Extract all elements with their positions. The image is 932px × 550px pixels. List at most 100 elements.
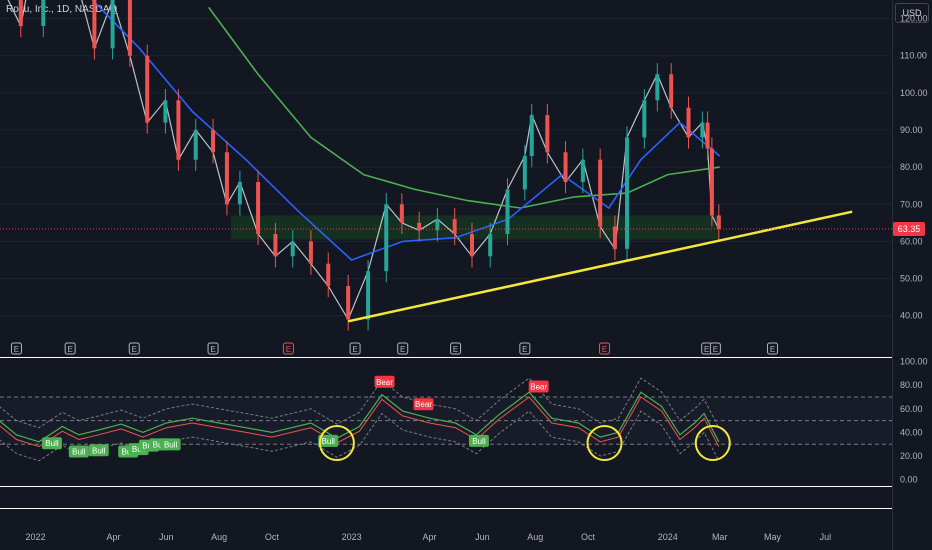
bull-signal-badge	[41, 437, 62, 450]
time-tick-label: Apr	[423, 532, 437, 542]
last-price-label: 63.35	[898, 224, 921, 234]
time-tick-label: Jul	[820, 532, 832, 542]
signal-badge-label: Bull	[164, 440, 178, 449]
candle-body	[399, 204, 404, 223]
bull-signal-badge	[318, 434, 339, 447]
highlight-circle	[318, 425, 355, 462]
candle-body	[435, 219, 440, 231]
candle-body	[41, 0, 46, 26]
price-axis: 40.00 50.00 60.00 70.00 80.00 90.00 100.00 110.…	[900, 14, 928, 485]
signal-badge-label: Bull	[122, 447, 136, 456]
price-tick-label: 100.00	[900, 88, 928, 98]
trendline	[347, 210, 853, 323]
earnings-marker	[397, 342, 409, 355]
osc-band	[0, 396, 892, 445]
oscillator-line	[0, 391, 720, 443]
earnings-marker	[599, 342, 611, 355]
price-tick-label: 40.00	[900, 311, 923, 321]
earnings-marker	[450, 342, 462, 355]
time-tick-label: 2023	[342, 532, 362, 542]
osc-tick-label: 100.00	[900, 357, 928, 367]
candle-body	[529, 115, 534, 156]
signal-badge-label: Bear	[376, 378, 393, 387]
candle-body	[256, 182, 261, 234]
sma50-line	[91, 0, 721, 261]
price-line	[7, 0, 720, 321]
last-price-tag: 63.35	[0, 221, 925, 236]
bull-signal-badge	[88, 444, 109, 457]
time-axis: 2022 Apr Jun Aug Oct 2023 Apr Jun Aug Oct 2024 Mar M…	[25, 532, 831, 542]
candle-body	[452, 219, 457, 234]
earnings-marker-label: E	[286, 345, 291, 354]
candle-body	[686, 107, 691, 138]
time-tick-label: Aug	[527, 532, 543, 542]
candle-body	[326, 263, 331, 286]
earnings-marker	[709, 342, 721, 355]
time-tick-label: Mar	[712, 532, 728, 542]
candle-body	[273, 234, 278, 257]
candle-body	[193, 130, 198, 160]
osc-tick-label: 20.00	[900, 451, 923, 461]
candle-body	[700, 122, 705, 138]
earnings-marker-label: E	[14, 345, 19, 354]
support-zone-rect	[231, 215, 719, 240]
candle-body	[145, 55, 150, 123]
osc-tick-label: 80.00	[900, 380, 923, 390]
signal-badge-label: Bull	[92, 446, 106, 455]
candle-body	[488, 234, 493, 257]
time-tick-label: Oct	[581, 532, 596, 542]
pane-separator	[0, 357, 892, 358]
signal-badge-label: Bear	[530, 383, 547, 392]
candle-body	[127, 0, 132, 56]
candle-body	[705, 122, 710, 149]
candle-body	[417, 222, 422, 231]
earnings-marker-label: E	[770, 345, 775, 354]
earnings-marker-label: E	[602, 345, 607, 354]
candle-body	[598, 159, 603, 227]
earnings-marker	[64, 342, 76, 355]
signal-badge-label: Bear	[415, 400, 432, 409]
signal-badge-label: Bull	[45, 439, 59, 448]
earnings-marker	[128, 342, 140, 355]
currency-button[interactable]: USD	[895, 3, 929, 23]
osc-tick-label: 0.00	[900, 475, 918, 485]
bull-signal-badge	[68, 445, 89, 458]
pane-separator	[0, 486, 892, 487]
time-tick-label: 2024	[658, 532, 678, 542]
earnings-marker-label: E	[67, 345, 72, 354]
candle-body	[110, 0, 115, 49]
earnings-marker-label: E	[400, 345, 405, 354]
time-tick-label: Jun	[159, 532, 174, 542]
candle-body	[384, 204, 389, 272]
trendline-line	[347, 210, 853, 323]
sma200-line	[208, 6, 720, 209]
signal-badge-label: Bull	[322, 437, 336, 446]
chart-title: Roku, Inc., 1D, NASDAQ	[6, 4, 118, 15]
candle-body	[18, 0, 23, 27]
candle-body	[163, 100, 168, 123]
signal-badge-label: Bull	[132, 445, 146, 454]
bull-signal-badge	[160, 438, 181, 451]
price-tick-label: 60.00	[900, 236, 923, 246]
time-tick-label: 2022	[25, 532, 45, 542]
price-tick-label: 110.00	[900, 51, 927, 61]
earnings-marker-label: E	[453, 345, 458, 354]
candle-body	[563, 152, 568, 182]
earnings-marker-label: E	[210, 345, 215, 354]
price-tick-label: 120.00	[900, 14, 928, 24]
signal-badge-label: Bull	[472, 437, 486, 446]
osc-tick-label: 60.00	[900, 404, 923, 414]
price-tick-label: 50.00	[900, 274, 923, 284]
candle-body	[237, 182, 242, 205]
candle-body	[92, 0, 97, 49]
price-pane	[7, 0, 721, 331]
candle-body	[224, 152, 229, 205]
oscillator-signal-line	[0, 396, 720, 448]
earnings-marker-label: E	[132, 345, 137, 354]
last-price-badge	[893, 221, 925, 236]
earnings-marker	[282, 342, 294, 355]
candle-body	[580, 159, 585, 182]
